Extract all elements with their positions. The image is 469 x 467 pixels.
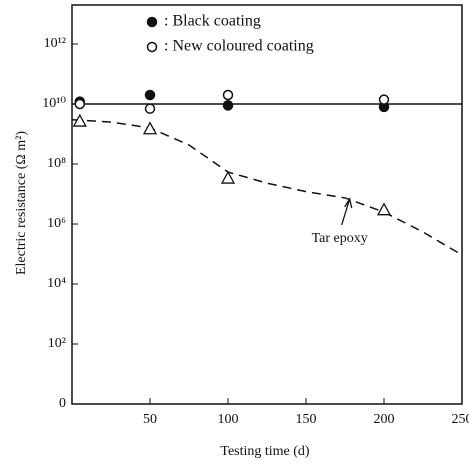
y-tick-label: 10⁸ <box>47 156 66 171</box>
y-tick-label: 10⁴ <box>47 276 66 291</box>
filled-marker <box>144 89 156 101</box>
annotation-arrow <box>341 197 353 226</box>
dashed-line <box>71 118 463 256</box>
plot-frame <box>71 4 463 405</box>
open-marker <box>378 94 390 105</box>
open-marker <box>74 98 86 110</box>
open-marker <box>144 103 156 114</box>
legend-label: : Black coating <box>164 13 261 30</box>
x-tick-label: 50 <box>143 412 157 427</box>
y-tick-label: 0 <box>59 396 66 411</box>
open-marker <box>146 41 158 53</box>
open-marker <box>222 89 234 101</box>
triangle-marker <box>142 121 158 135</box>
triangle-marker <box>72 113 87 127</box>
y-tick-label: 10⁶ <box>47 216 66 231</box>
x-tick-label: 150 <box>296 412 317 427</box>
x-tick-label: 200 <box>374 412 395 427</box>
x-tick-label: 100 <box>218 412 239 427</box>
legend-label: : New coloured coating <box>164 38 314 55</box>
annotation: Tar epoxy <box>312 231 368 246</box>
y-tick-label: 10¹⁰ <box>42 96 66 111</box>
filled-marker <box>222 100 234 111</box>
triangle-marker <box>220 170 236 184</box>
y-tick-label: 10¹² <box>44 36 66 51</box>
x-tick-label: 250 <box>452 412 469 427</box>
filled-marker <box>146 16 158 28</box>
y-axis-label: Electric resistance (Ω m²) <box>14 131 29 275</box>
x-axis-label: Testing time (d) <box>220 444 310 459</box>
y-tick-label: 10² <box>48 336 66 351</box>
triangle-marker <box>376 202 392 216</box>
